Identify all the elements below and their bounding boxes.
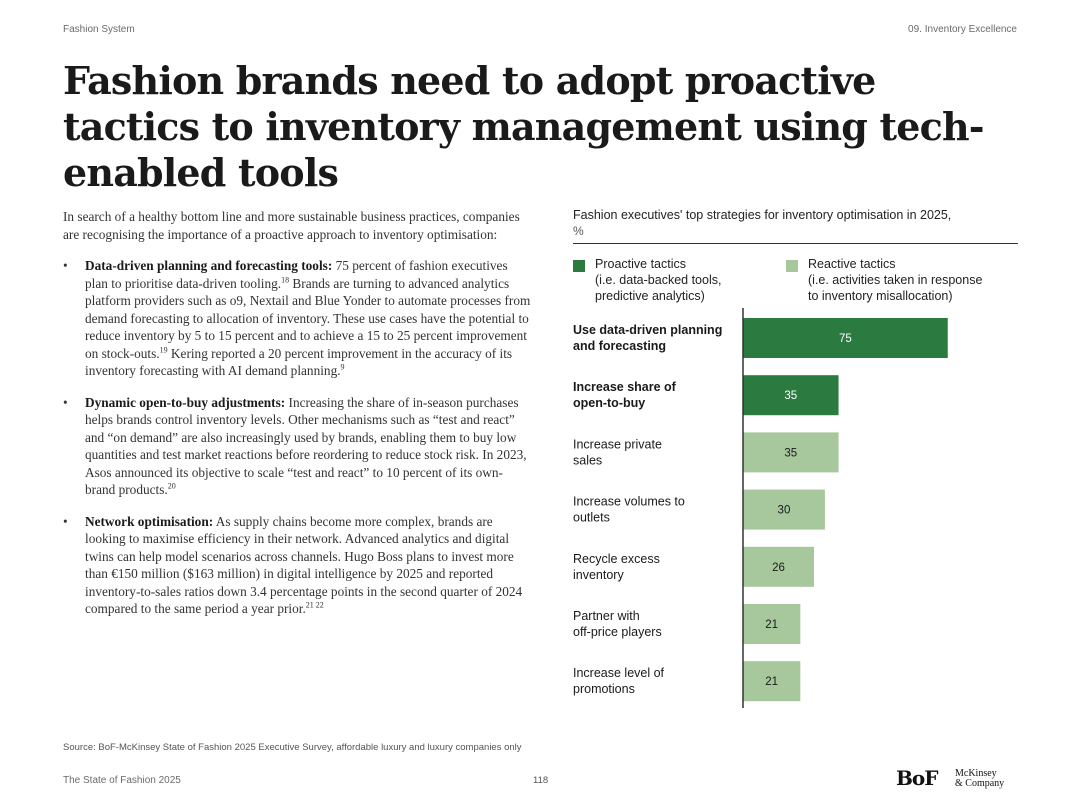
bullet-text: Increasing the share of in-season purcha… <box>85 394 527 498</box>
bof-logo: BoF <box>896 766 938 790</box>
category-label: Increase share of open-to-buy <box>573 380 677 410</box>
bar-value-label: 26 <box>772 562 785 574</box>
chart-bar <box>743 604 801 644</box>
chart-bar <box>743 432 839 473</box>
chart-bar <box>743 318 948 358</box>
intro-paragraph: In search of a healthy bottom line and m… <box>63 209 520 242</box>
legend-label-proactive: Proactive tactics (i.e. data-backed tool… <box>595 257 722 303</box>
source-note: Source: BoF-McKinsey State of Fashion 20… <box>63 742 522 753</box>
bullet-item: • Dynamic open-to-buy adjustments: Incre… <box>63 394 533 499</box>
category-label: Increase private sales <box>573 437 662 467</box>
bar-value-label: 30 <box>778 505 791 517</box>
category-label: Partner with off-price players <box>573 609 662 639</box>
bullet-symbol: • <box>63 394 68 410</box>
chart-title: Fashion executives' top strategies for i… <box>573 208 952 222</box>
chart-bar <box>743 375 839 416</box>
chart-title-rule <box>573 243 1018 244</box>
bullet-symbol: • <box>63 258 68 273</box>
bar-value-label: 35 <box>784 390 797 402</box>
header-section-label: Fashion System <box>63 24 135 35</box>
bullet-item: • Network optimisation: As supply chains… <box>63 513 533 618</box>
chart-bar <box>743 546 814 587</box>
bullet-heading: Network optimisation: <box>85 513 214 529</box>
chart-bar <box>743 661 801 702</box>
bullet-heading: Data-driven planning and forecasting too… <box>85 258 333 273</box>
bar-value-label: 21 <box>765 676 778 688</box>
chart-bar <box>743 489 825 530</box>
legend-proactive: Proactive tactics (i.e. data-backed tool… <box>573 256 773 304</box>
body-text: In search of a healthy bottom line and m… <box>63 208 533 632</box>
mckinsey-logo: McKinsey & Company <box>955 768 1005 789</box>
header-chapter-label: 09. Inventory Excellence <box>908 24 1017 35</box>
legend-swatch-reactive <box>786 260 798 272</box>
category-label: Increase level of promotions <box>573 666 665 696</box>
bullet-item: • Data-driven planning and forecasting t… <box>63 257 533 380</box>
bar-value-label: 75 <box>839 333 852 345</box>
bullet-text: As supply chains become more complex, br… <box>85 513 523 617</box>
bar-value-label: 21 <box>765 619 778 631</box>
footnote-ref: 19 <box>159 345 168 355</box>
legend-reactive: Reactive tactics (i.e. activities taken … <box>786 256 1016 304</box>
footnote-ref: 9 <box>340 362 345 372</box>
bullet-text: Kering reported a 20 percent improvement… <box>85 345 513 379</box>
bar-value-label: 35 <box>784 447 797 459</box>
legend-swatch-proactive <box>573 260 585 272</box>
footnote-ref: 20 <box>167 481 176 491</box>
bullet-text: Brands are turning to advanced analytics… <box>85 275 531 361</box>
footnote-ref: 21 22 <box>305 600 324 610</box>
category-label: Recycle excess inventory <box>573 552 660 582</box>
bullet-heading: Dynamic open-to-buy adjustments: <box>85 394 286 410</box>
page-title: Fashion brands need to adopt proactive t… <box>63 58 985 195</box>
chart-unit: % <box>573 224 584 238</box>
bullet-symbol: • <box>63 513 68 529</box>
page-number: 118 <box>533 775 549 786</box>
footnote-ref: 18 <box>281 275 290 285</box>
report-name: The State of Fashion 2025 <box>63 775 181 786</box>
bullet-text: 75 percent of fashion executives plan to… <box>85 258 508 291</box>
legend-label-reactive: Reactive tactics (i.e. activities taken … <box>808 257 983 303</box>
category-label: Use data-driven planning and forecasting <box>573 323 722 353</box>
category-label: Increase volumes to outlets <box>573 495 685 525</box>
